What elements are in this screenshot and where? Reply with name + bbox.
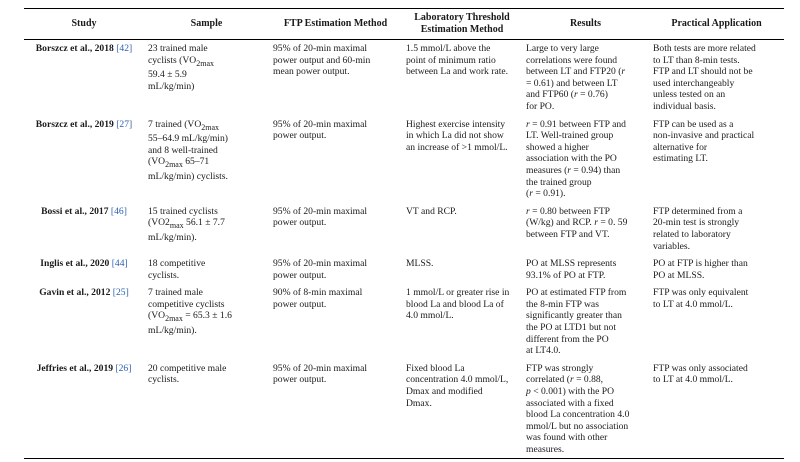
study-cell: Borszcz et al., 2019 [27] [24, 115, 144, 202]
lab-method-cell: 1 mmol/L or greater rise in blood La and … [406, 287, 510, 322]
header-results: Results [522, 8, 649, 40]
ftp-method-cell: 95% of 20-min maximal power output. [273, 205, 368, 229]
results-cell: PO at estimated FTP from the 8-min FTP wa… [526, 287, 627, 357]
table-row: Gavin et al., 2012 [25] 7 trained male com… [24, 283, 784, 359]
table-row: Jeffries et al., 2019 [26] 20 competitive… [24, 358, 784, 459]
table-body: Borszcz et al., 2018 [42] 23 trained male… [24, 40, 784, 459]
table-container: Study Sample FTP Estimation Method Laborato… [24, 8, 784, 459]
sample-cell: 7 trained male competitive cyclists (VO2ma… [148, 287, 232, 336]
sample-cell: 18 competitive cyclists. [148, 258, 206, 281]
reference-link[interactable]: [26] [115, 362, 132, 374]
results-cell: r = 0.91 between FTP and LT. Well-trained… [526, 118, 626, 200]
study-name: Inglis et al., 2020 [40, 258, 112, 270]
practical-application-cell: FTP was only associated to LT at 4.0 mmol… [649, 358, 784, 459]
table-row: Bossi et al., 2017 [46] 15 trained cyclis… [24, 202, 784, 254]
sample-cell: 20 competitive male cyclists. [144, 358, 269, 459]
practical-application-cell: FTP was only equivalent to LT at 4.0 mmol… [653, 287, 749, 310]
ftp-method-cell: 95% of 20-min maximal power output. [273, 118, 368, 142]
sample-cell: 23 trained male cyclists (VO2max 59.4 ± 5.… [148, 43, 215, 92]
practical-application-cell: Both tests are more related to LT than 8-… [653, 43, 756, 112]
reference-link[interactable]: [25] [112, 287, 129, 299]
study-name: Bossi et al., 2017 [41, 205, 111, 217]
results-cell: FTP was strongly correlated (r = 0.88, p <… [522, 358, 649, 459]
study-name: Borszcz et al., 2019 [35, 118, 117, 130]
ftp-method-cell: 95% of 20-min maximal power output. [273, 258, 368, 281]
table-row: Borszcz et al., 2019 [27] 7 trained (VO2m… [24, 115, 784, 202]
lab-method-cell: 1.5 mmol/L above the point of minimum rat… [406, 43, 509, 78]
results-cell: Large to very large correlations were fou… [526, 43, 626, 112]
lab-method-cell: VT and RCP. [406, 205, 457, 217]
study-name: Borszcz et al., 2018 [35, 43, 117, 54]
study-cell: Bossi et al., 2017 [46] [24, 202, 144, 254]
table-row: Borszcz et al., 2018 [42] 23 trained male… [24, 40, 784, 115]
practical-application-cell: FTP can be used as a non-invasive and pra… [653, 118, 755, 165]
lab-method-cell: Fixed blood La concentration 4.0 mmol/L, D… [402, 358, 522, 459]
study-cell: Borszcz et al., 2018 [42] [24, 40, 144, 115]
results-cell: r = 0.80 between FTP (W/kg) and RCP. r = … [526, 205, 628, 240]
header-study: Study [24, 8, 144, 40]
study-cell: Jeffries et al., 2019 [26] [24, 358, 144, 459]
reference-link[interactable]: [44] [111, 258, 128, 270]
study-cell: Gavin et al., 2012 [25] [24, 283, 144, 359]
reference-link[interactable]: [27] [116, 118, 133, 130]
header-lab-method: Laboratory Threshold Estimation Method [402, 8, 522, 40]
header-row: Study Sample FTP Estimation Method Laborato… [24, 8, 784, 40]
reference-link[interactable]: [46] [110, 205, 127, 217]
sample-cell: 7 trained (VO2max 55–64.9 mL/kg/min) and 8… [148, 118, 228, 182]
header-sample: Sample [144, 8, 269, 40]
header-ftp-method: FTP Estimation Method [269, 8, 402, 40]
ftp-method-cell: 95% of 20-min maximal power output. [269, 358, 402, 459]
lab-method-cell: MLSS. [406, 258, 434, 270]
study-name: Jeffries et al., 2019 [36, 362, 116, 374]
table-header: Study Sample FTP Estimation Method Laborato… [24, 8, 784, 40]
reference-link[interactable]: [42] [116, 43, 133, 54]
ftp-method-cell: 95% of 20-min maximal power output and 60… [273, 43, 371, 78]
table-row: Inglis et al., 2020 [44] 18 competitive cy… [24, 254, 784, 283]
practical-application-cell: FTP determined from a 20-min test is stro… [653, 205, 743, 252]
ftp-method-cell: 90% of 8-min maximal power output. [273, 287, 363, 310]
results-cell: PO at MLSS represents 93.1% of PO at FTP. [526, 258, 617, 281]
sample-cell: 15 trained cyclists (VO2max 56.1 ± 7.7 mL/… [148, 205, 225, 243]
lab-method-cell: Highest exercise intensity in which La di… [406, 118, 508, 153]
study-name: Gavin et al., 2012 [39, 287, 113, 299]
study-cell: Inglis et al., 2020 [44] [24, 254, 144, 283]
ftp-studies-table: Study Sample FTP Estimation Method Laborato… [24, 8, 784, 459]
practical-application-cell: PO at FTP is higher than PO at MLSS. [653, 258, 748, 281]
header-practical-application: Practical Application [649, 8, 784, 40]
